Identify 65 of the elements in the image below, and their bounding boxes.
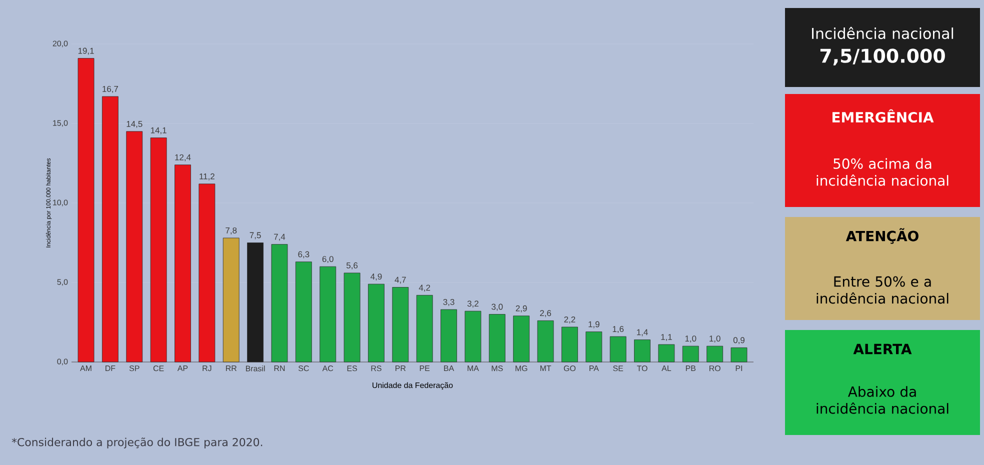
bar — [658, 344, 675, 362]
bar — [320, 266, 336, 362]
data-label: 1,0 — [710, 336, 720, 343]
bar — [247, 242, 264, 362]
data-label: 14,1 — [150, 127, 166, 134]
text: ALERTA — [853, 344, 912, 354]
data-label: 2,2 — [564, 316, 576, 324]
data-label: 3,3 — [443, 299, 454, 306]
bar — [586, 332, 602, 362]
data-label: 11,2 — [200, 173, 214, 180]
text: Incidência nacional — [812, 26, 954, 40]
data-label: 1,1 — [661, 334, 672, 341]
data-label: 14,5 — [126, 121, 142, 128]
bar — [271, 244, 288, 362]
bar — [513, 316, 530, 362]
data-label: 7,8 — [226, 227, 237, 234]
data-label: 1,0 — [685, 336, 696, 343]
data-label: 1,6 — [612, 326, 624, 334]
data-label: 0,9 — [733, 337, 744, 344]
bar — [562, 326, 578, 362]
text: 50% acima da incidência nacional — [816, 158, 948, 186]
data-label: 7,5 — [250, 232, 261, 240]
data-label: 2,9 — [516, 305, 527, 312]
bar — [706, 346, 724, 362]
data-label: 6,3 — [298, 251, 310, 258]
text: ATENÇÃO — [846, 228, 918, 244]
bar — [416, 295, 433, 362]
bar — [78, 58, 94, 362]
data-label: 2,6 — [540, 310, 552, 318]
bar — [634, 340, 650, 362]
data-label: 6,0 — [322, 256, 334, 264]
bar — [198, 184, 216, 362]
bar — [440, 309, 457, 362]
bar — [392, 287, 409, 362]
data-label: 3,2 — [467, 300, 478, 308]
bar — [295, 262, 312, 362]
bar — [537, 320, 554, 362]
text: *Considerando a projeção do IBGE para 2020. — [12, 438, 262, 448]
data-label: 4,7 — [394, 276, 406, 284]
data-label: 19,1 — [78, 48, 94, 55]
data-label: 1,9 — [588, 321, 600, 328]
data-label: 12,4 — [175, 154, 191, 162]
data-label: 7,4 — [274, 234, 286, 241]
bar — [174, 164, 191, 362]
bar — [610, 336, 626, 362]
text: 7,5/100.000 — [820, 48, 945, 66]
data-label: 1,4 — [637, 329, 648, 336]
text: EMERGÊNCIA — [832, 109, 934, 123]
text: Abaixo da incidência nacional — [816, 386, 948, 414]
bar — [368, 284, 384, 362]
bar — [464, 310, 482, 362]
data-label: 4,9 — [370, 274, 382, 281]
bar — [102, 96, 118, 362]
data-label: 3,0 — [492, 304, 503, 311]
bar — [488, 314, 506, 362]
data-label: 16,7 — [102, 86, 118, 93]
bar — [682, 346, 699, 362]
bar — [150, 138, 167, 362]
data-label: 4,2 — [418, 284, 430, 292]
bar — [222, 238, 240, 362]
text: Entre 50% e a incidência nacional — [816, 276, 948, 304]
data-label: 5,6 — [346, 262, 358, 270]
bar — [730, 347, 748, 362]
bar — [126, 131, 143, 362]
bar — [344, 272, 360, 362]
